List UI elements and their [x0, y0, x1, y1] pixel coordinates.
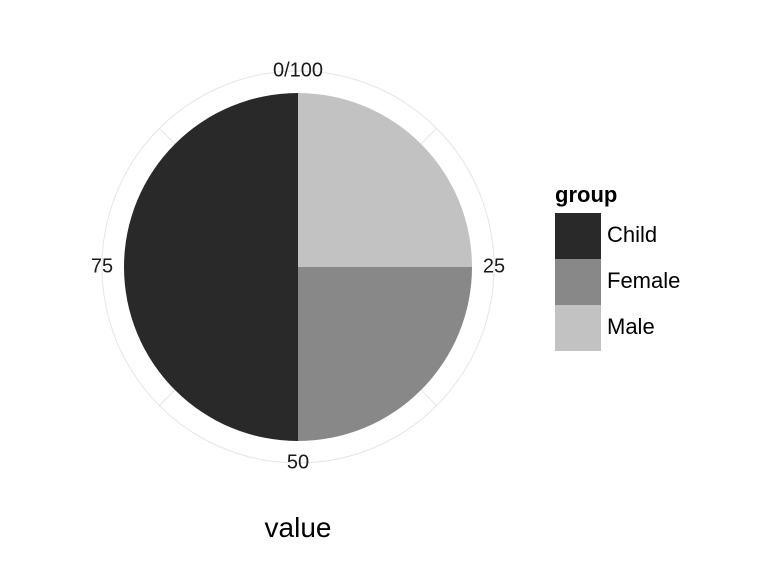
x-axis-title: value: [265, 512, 332, 543]
pie-slice-child: [124, 93, 298, 441]
theta-tick-label: 50: [287, 451, 309, 473]
legend: group Child Female Male: [555, 182, 680, 351]
polar-grid: [101, 70, 495, 464]
theta-tick-label: 25: [483, 255, 505, 277]
legend-swatch-child: [555, 213, 601, 259]
theta-tick-label: 75: [91, 255, 113, 277]
grid-spoke: [159, 128, 176, 145]
grid-spoke: [159, 389, 176, 406]
pie-slices: [124, 93, 472, 441]
legend-label-male: Male: [607, 314, 655, 339]
grid-spoke: [420, 128, 437, 145]
legend-label-child: Child: [607, 222, 657, 247]
pie-slice-male: [298, 93, 472, 267]
pie-slice-female: [298, 267, 472, 441]
grid-spoke: [420, 389, 437, 406]
legend-swatch-male: [555, 305, 601, 351]
grid-circle: [101, 70, 495, 464]
legend-label-female: Female: [607, 268, 680, 293]
legend-title: group: [555, 182, 617, 207]
theta-tick-label: 0/100: [273, 59, 323, 81]
theta-ticks: 0/100 25 50 75: [91, 59, 505, 473]
legend-swatch-female: [555, 259, 601, 305]
